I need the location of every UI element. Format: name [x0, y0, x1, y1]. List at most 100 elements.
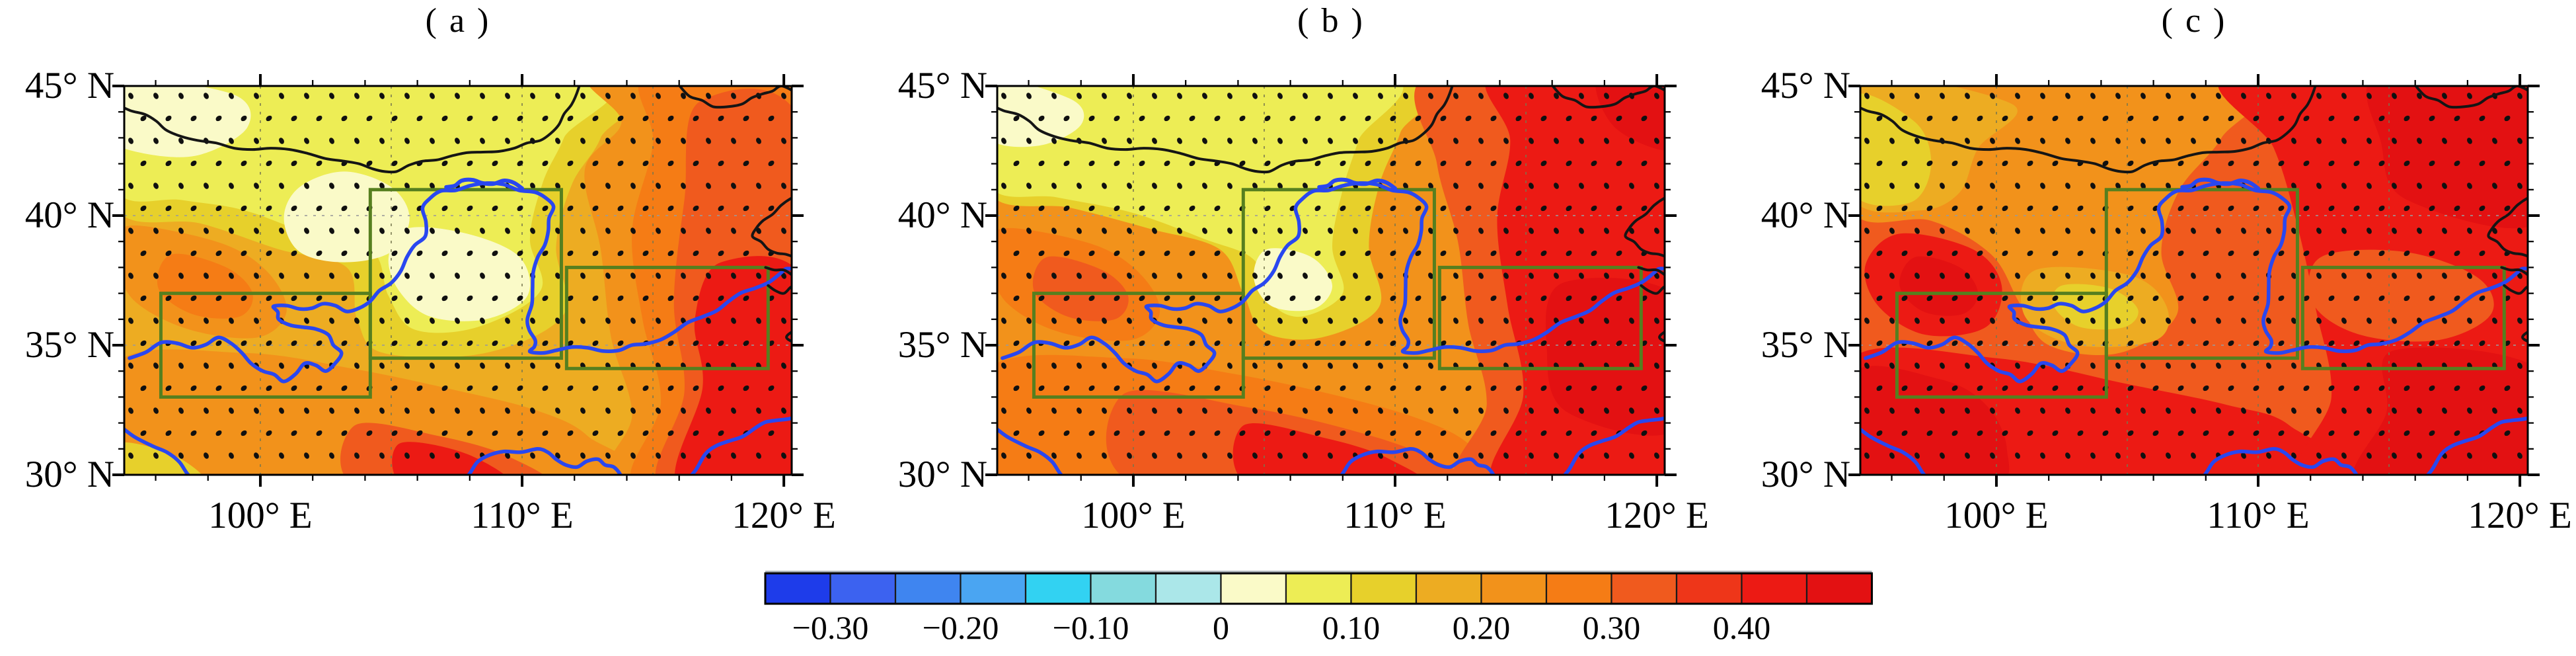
- region-middle-box: [1241, 188, 1436, 360]
- colorbar-tick-label: −0.10: [1052, 609, 1129, 646]
- river-yellow-river-braid: [2180, 177, 2260, 190]
- map-field: [1860, 86, 2528, 475]
- lat-tick-label: 45° N: [1761, 65, 1850, 106]
- lat-tick-label: 40° N: [24, 194, 114, 236]
- river-yangtze-lower: [1562, 416, 1665, 475]
- colorbar-segment: [1350, 572, 1418, 605]
- colorbar-segment: [764, 572, 831, 605]
- map-panel-c: [1848, 74, 2540, 487]
- lon-tick-label: 100° E: [1081, 495, 1186, 536]
- panel-title-c: ( c ): [2161, 2, 2227, 40]
- colorbar-segment: [1090, 572, 1157, 605]
- region-east-box: [2300, 265, 2506, 370]
- colorbar-segment: [1024, 572, 1092, 605]
- lon-tick-label: 110° E: [2207, 495, 2310, 536]
- colorbar-segment: [829, 572, 897, 605]
- river-yangtze-middle: [1339, 447, 1496, 475]
- border-bohai-coastline: [751, 196, 792, 258]
- river-yangtze-upper: [1860, 427, 1927, 475]
- colorbar-tick-label: 0.10: [1322, 609, 1381, 646]
- axis-ticks: [985, 74, 1677, 487]
- lat-tick-label: 45° N: [897, 65, 987, 106]
- axis-ticks: [1848, 74, 2540, 487]
- colorbar-bevel: [765, 571, 1872, 573]
- colorbar-segment: [960, 572, 1027, 605]
- colorbar-segment: [1155, 572, 1222, 605]
- border-coast-inlet-35n: [2521, 330, 2528, 343]
- map-field: [997, 86, 1665, 475]
- colorbar-tick-label: 0.40: [1712, 609, 1771, 646]
- border-coast-inlet-35n: [785, 330, 792, 343]
- colorbar: [764, 571, 1873, 605]
- lat-tick-label: 35° N: [1761, 324, 1850, 366]
- map-panel-b: [985, 74, 1677, 487]
- river-yangtze-lower: [2425, 416, 2528, 475]
- river-yangtze-middle: [466, 447, 623, 475]
- plot-frame: [1859, 85, 2529, 476]
- river-yellow-river: [1001, 181, 1665, 384]
- stipple-overlay: [1860, 86, 2528, 475]
- border-northeast-border: [2414, 86, 2528, 109]
- colorbar-segment: [1285, 572, 1352, 605]
- border-shandong-coast-hook: [2500, 266, 2528, 295]
- plot-frame: [996, 85, 1666, 476]
- lat-tick-label: 30° N: [24, 454, 114, 495]
- panel-title-a: ( a ): [425, 2, 491, 40]
- lon-tick-label: 120° E: [732, 495, 836, 536]
- colorbar-segment: [1480, 572, 1548, 605]
- lat-tick-label: 30° N: [897, 454, 987, 495]
- region-east-box: [564, 265, 770, 370]
- border-coast-inlet-35n: [1658, 330, 1665, 343]
- lon-tick-label: 100° E: [208, 495, 313, 536]
- lon-tick-label: 110° E: [1344, 495, 1447, 536]
- river-yangtze-upper: [124, 427, 191, 475]
- border-bohai-coastline: [1624, 196, 1665, 258]
- colorbar-segment: [1805, 572, 1873, 605]
- border-china-mongolia-border: [997, 86, 1454, 174]
- border-northeast-border: [678, 86, 792, 109]
- colorbar-segment: [894, 572, 962, 605]
- border-china-mongolia-border: [1860, 86, 2317, 174]
- border-northeast-border: [1551, 86, 1665, 109]
- colorbar-segment: [1741, 572, 1808, 605]
- lat-tick-label: 40° N: [897, 194, 987, 236]
- lat-tick-label: 45° N: [24, 65, 114, 106]
- river-yellow-river-braid: [1317, 177, 1397, 190]
- lon-tick-label: 110° E: [471, 495, 574, 536]
- river-yangtze-middle: [2202, 447, 2359, 475]
- lat-tick-label: 35° N: [24, 324, 114, 366]
- lon-tick-label: 120° E: [2468, 495, 2572, 536]
- colorbar-segment: [1610, 572, 1678, 605]
- lat-tick-label: 30° N: [1761, 454, 1850, 495]
- colorbar-segment: [1675, 572, 1743, 605]
- plot-frame: [123, 85, 793, 476]
- region-middle-box: [2104, 188, 2299, 360]
- lon-tick-label: 120° E: [1605, 495, 1709, 536]
- border-shandong-coast-hook: [764, 266, 792, 295]
- river-yellow-river: [1864, 181, 2528, 384]
- border-shandong-coast-hook: [1637, 266, 1665, 295]
- colorbar-tick-label: 0: [1213, 609, 1229, 646]
- colorbar-segment: [1220, 572, 1287, 605]
- colorbar-tick-label: 0.20: [1452, 609, 1511, 646]
- region-east-box: [1437, 265, 1643, 370]
- lat-tick-label: 35° N: [897, 324, 987, 366]
- map-field: [124, 86, 792, 475]
- river-yangtze-upper: [997, 427, 1064, 475]
- colorbar-tick-label: −0.30: [792, 609, 869, 646]
- lon-tick-label: 100° E: [1944, 495, 2049, 536]
- border-bohai-coastline: [2487, 196, 2528, 258]
- colorbar-segment: [1415, 572, 1482, 605]
- panel-title-b: ( b ): [1297, 2, 1365, 40]
- colorbar-segment: [1545, 572, 1612, 605]
- river-yangtze-lower: [689, 416, 792, 475]
- river-yellow-river-braid: [444, 177, 524, 190]
- region-middle-box: [368, 188, 563, 360]
- colorbar-tick-label: −0.20: [922, 609, 999, 646]
- map-panel-a: [112, 74, 804, 487]
- stipple-overlay: [997, 86, 1665, 475]
- river-yellow-river: [128, 181, 792, 384]
- stipple-overlay: [124, 86, 792, 475]
- lat-tick-label: 40° N: [1761, 194, 1850, 236]
